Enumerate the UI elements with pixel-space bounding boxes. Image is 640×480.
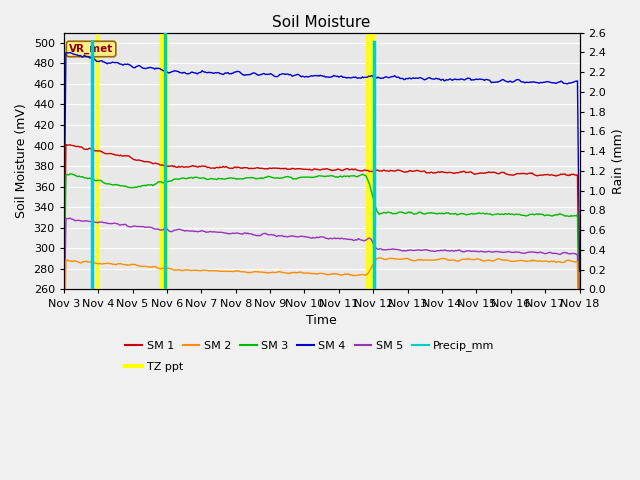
Legend: TZ ppt: TZ ppt (121, 358, 188, 376)
X-axis label: Time: Time (307, 314, 337, 327)
Y-axis label: Soil Moisture (mV): Soil Moisture (mV) (15, 104, 28, 218)
Title: Soil Moisture: Soil Moisture (273, 15, 371, 30)
Text: VR_met: VR_met (69, 44, 113, 54)
Y-axis label: Rain (mm): Rain (mm) (612, 128, 625, 194)
